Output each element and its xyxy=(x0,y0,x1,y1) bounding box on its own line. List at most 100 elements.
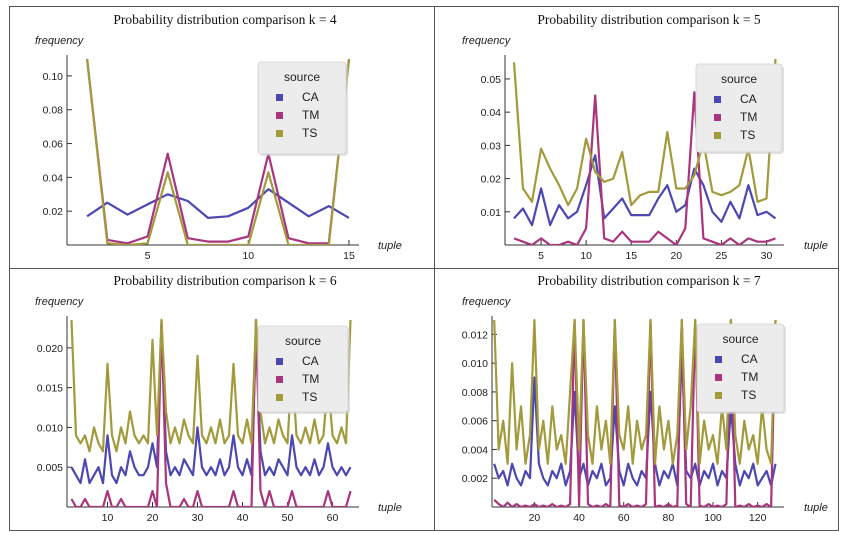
y-tick-label: 0.05 xyxy=(481,74,502,86)
chart-k4: Probability distribution comparison k = … xyxy=(35,12,402,262)
panel-k7: Probability distribution comparison k = … xyxy=(434,268,838,530)
x-axis-label: tuple xyxy=(804,502,828,514)
x-tick-label: 80 xyxy=(663,512,675,524)
y-axis-label: frequency xyxy=(462,296,512,308)
x-tick-label: 60 xyxy=(327,512,339,524)
y-tick-label: 0.012 xyxy=(462,329,488,341)
legend-entry-tm: TM xyxy=(740,110,757,124)
legend-entry-tm: TM xyxy=(741,370,758,384)
x-axis-label: tuple xyxy=(378,240,402,252)
y-tick-label: 0.008 xyxy=(462,387,488,399)
x-tick-label: 30 xyxy=(761,250,773,262)
legend-swatch-tm xyxy=(714,114,721,121)
legend-entry-ts: TS xyxy=(740,128,755,142)
legend-swatch-ca xyxy=(714,96,721,103)
panel-k4: Probability distribution comparison k = … xyxy=(10,7,433,267)
legend-entry-ca: CA xyxy=(741,352,758,366)
series-line-tm xyxy=(513,91,776,245)
legend-title: source xyxy=(285,334,321,348)
horizontal-divider xyxy=(10,268,838,269)
y-tick-label: 0.020 xyxy=(37,343,63,355)
x-axis-label: tuple xyxy=(804,240,828,252)
y-axis-label: frequency xyxy=(35,296,85,308)
legend-swatch-ca xyxy=(276,358,283,365)
y-tick-label: 0.01 xyxy=(481,207,502,219)
y-axis-label: frequency xyxy=(462,35,512,47)
series-line-tm xyxy=(70,318,352,507)
series-line-ca xyxy=(86,188,350,219)
panel-k5: Probability distribution comparison k = … xyxy=(434,7,838,267)
chart-title: Probability distribution comparison k = … xyxy=(537,273,760,288)
y-axis-label: frequency xyxy=(35,35,85,47)
panel-k6: Probability distribution comparison k = … xyxy=(10,268,433,530)
x-axis-label: tuple xyxy=(378,502,402,514)
x-tick-label: 5 xyxy=(145,250,151,262)
legend-title: source xyxy=(284,70,320,84)
x-tick-label: 15 xyxy=(625,250,637,262)
x-tick-label: 15 xyxy=(343,250,355,262)
series-line-ts xyxy=(512,58,777,207)
chart-title: Probability distribution comparison k = … xyxy=(113,12,336,27)
legend-entry-ca: CA xyxy=(302,90,319,104)
chart-title: Probability distribution comparison k = … xyxy=(537,12,760,27)
legend-entry-ts: TS xyxy=(741,388,756,402)
x-tick-label: 60 xyxy=(618,512,630,524)
x-tick-label: 5 xyxy=(538,250,544,262)
x-tick-label: 50 xyxy=(282,512,294,524)
legend-box xyxy=(695,63,783,153)
legend-swatch-tm xyxy=(276,376,283,383)
legend-swatch-tm xyxy=(715,374,722,381)
legend: source CA TM TS xyxy=(695,63,784,154)
chart-k6: Probability distribution comparison k = … xyxy=(35,273,402,524)
chart-k7: Probability distribution comparison k = … xyxy=(462,273,828,524)
legend: source CA TM TS xyxy=(696,323,786,414)
x-tick-label: 120 xyxy=(749,512,767,524)
x-tick-label: 20 xyxy=(147,512,159,524)
y-tick-label: 0.04 xyxy=(481,107,502,119)
x-tick-label: 25 xyxy=(716,250,728,262)
legend-entry-ca: CA xyxy=(302,354,319,368)
legend-swatch-ts xyxy=(714,132,721,139)
legend: source CA TM TS xyxy=(257,61,348,156)
series-line-tm xyxy=(86,58,351,245)
legend: source CA TM TS xyxy=(257,325,350,414)
legend-swatch-ts xyxy=(715,392,722,399)
legend-swatch-ca xyxy=(715,356,722,363)
y-tick-label: 0.005 xyxy=(37,462,63,474)
x-tick-label: 20 xyxy=(529,512,541,524)
legend-swatch-ca xyxy=(276,94,283,101)
x-tick-label: 40 xyxy=(237,512,249,524)
series-line-ts xyxy=(86,58,351,245)
y-tick-label: 0.010 xyxy=(462,358,488,370)
series-line-ca xyxy=(70,322,352,485)
legend-title: source xyxy=(721,72,757,86)
legend-entry-tm: TM xyxy=(302,372,319,386)
series-line-ca xyxy=(513,154,777,227)
y-tick-label: 0.03 xyxy=(481,140,502,152)
y-tick-label: 0.015 xyxy=(37,383,63,395)
y-tick-label: 0.010 xyxy=(37,422,63,434)
legend-title: source xyxy=(722,332,758,346)
y-tick-label: 0.004 xyxy=(462,444,488,456)
y-tick-label: 0.006 xyxy=(462,416,488,428)
x-tick-label: 30 xyxy=(192,512,204,524)
y-tick-label: 0.10 xyxy=(43,71,64,83)
chart-k5: Probability distribution comparison k = … xyxy=(462,12,828,262)
x-tick-label: 10 xyxy=(102,512,114,524)
legend-box xyxy=(696,323,785,413)
chart-grid xyxy=(9,6,839,531)
x-tick-label: 40 xyxy=(573,512,585,524)
legend-entry-ca: CA xyxy=(740,92,757,106)
legend-entry-ts: TS xyxy=(302,390,317,404)
x-tick-label: 10 xyxy=(580,250,592,262)
series-line-ts xyxy=(70,318,352,453)
legend-entry-ts: TS xyxy=(302,126,317,140)
y-tick-label: 0.02 xyxy=(481,174,502,186)
y-tick-label: 0.04 xyxy=(43,172,64,184)
chart-title: Probability distribution comparison k = … xyxy=(113,273,336,288)
legend-swatch-ts xyxy=(276,130,283,137)
legend-entry-tm: TM xyxy=(302,108,319,122)
x-tick-label: 100 xyxy=(704,512,722,524)
legend-swatch-ts xyxy=(276,394,283,401)
legend-box xyxy=(257,325,349,413)
